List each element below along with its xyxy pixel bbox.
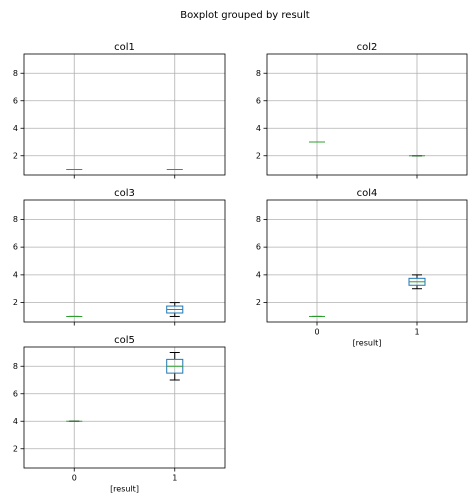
x-tick-label: 1 [414,328,419,337]
axes-frame [23,53,226,176]
axes-title: col5 [114,335,135,346]
y-tick-label: 8 [256,215,261,224]
y-tick-label: 6 [256,243,261,252]
y-tick-label: 6 [13,243,18,252]
y-tick-label: 2 [256,298,261,307]
y-tick-label: 8 [13,215,18,224]
figure-title: Boxplot grouped by result [180,10,309,21]
axes-title: col4 [357,188,378,199]
axes-title: col1 [114,42,135,53]
y-tick-label: 4 [256,270,261,279]
y-tick-label: 2 [256,151,261,160]
axes-frame [23,346,226,469]
x-tick-label: 1 [172,474,177,483]
y-tick-label: 2 [13,151,18,160]
y-tick-label: 8 [13,69,18,78]
y-tick-label: 4 [13,270,18,279]
y-tick-label: 6 [13,96,18,105]
axes-frame [266,199,468,323]
y-tick-label: 4 [13,124,18,133]
axes-frame [266,53,468,176]
x-tick-label: 0 [72,474,77,483]
y-tick-label: 8 [13,362,18,371]
y-tick-label: 4 [256,124,261,133]
y-tick-label: 6 [13,389,18,398]
axes-frame [23,199,226,323]
y-tick-label: 2 [13,298,18,307]
x-axis-label: [result] [353,339,382,348]
y-tick-label: 6 [256,96,261,105]
axes-title: col2 [357,42,378,53]
x-axis-label: [result] [110,485,139,494]
y-tick-label: 4 [13,417,18,426]
y-tick-label: 2 [13,444,18,453]
axes-title: col3 [114,188,135,199]
x-tick-label: 0 [314,328,319,337]
y-tick-label: 8 [256,69,261,78]
